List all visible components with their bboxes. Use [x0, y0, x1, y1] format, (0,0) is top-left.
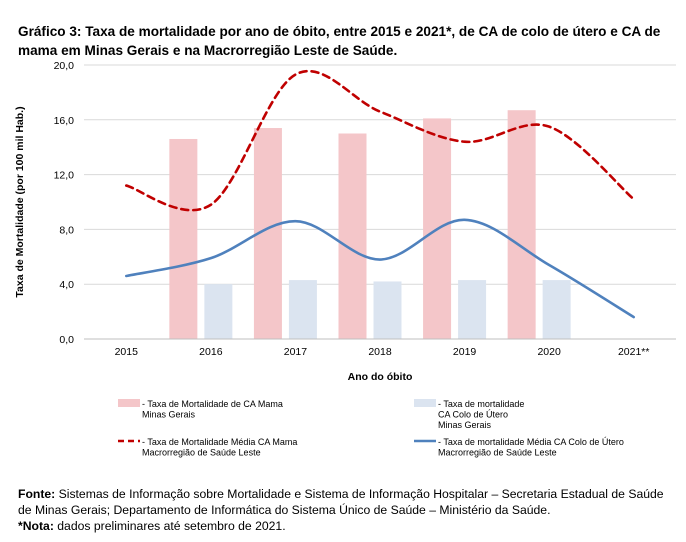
legend-label: Minas Gerais: [438, 420, 492, 430]
x-axis-title: Ano do óbito: [348, 371, 413, 383]
x-tick-label: 2015: [115, 346, 139, 358]
x-tick-label: 2017: [284, 346, 308, 358]
x-tick-label: 2020: [537, 346, 561, 358]
source-text: Sistemas de Informação sobre Mortalidade…: [18, 487, 664, 517]
axes: 0,0 4,0 8,0 12,0 16,0 20,0 2015 2016 2017 2018 201…: [14, 60, 676, 383]
legend-label: - Taxa de Mortalidade de CA Mama: [142, 399, 283, 409]
legend-swatch: [118, 399, 140, 407]
bars: [169, 110, 571, 340]
lines: [124, 69, 636, 319]
y-tick-label: 8,0: [59, 224, 74, 236]
bar: [288, 280, 317, 339]
note-text: dados preliminares até setembro de 2021.: [53, 519, 286, 533]
chart: 0,0 4,0 8,0 12,0 16,0 20,0 2015 2016 2017 2018 201…: [14, 60, 676, 458]
y-tick-label: 16,0: [54, 115, 75, 127]
note-line: *Nota: dados preliminares até setembro d…: [18, 518, 678, 534]
y-tick-label: 4,0: [59, 279, 74, 291]
bar: [204, 284, 233, 339]
y-tick-label: 20,0: [54, 60, 75, 72]
y-tick-label: 0,0: [59, 334, 74, 346]
x-tick-label: 2016: [199, 346, 223, 358]
series-line: [124, 69, 636, 212]
x-tick-label: 2021**: [618, 346, 650, 358]
legend-swatch: [414, 399, 436, 407]
chart-title: Gráfico 3: Taxa de mortalidade por ano d…: [18, 24, 661, 58]
legend-label: - Taxa de Mortalidade Média CA Mama: [142, 437, 297, 447]
legend-label: Macrorregião de Saúde Leste: [438, 448, 557, 458]
legend-label: Minas Gerais: [142, 410, 196, 420]
legend-label: - Taxa de mortalidade Média CA Colo de Ú…: [438, 437, 624, 447]
bar: [458, 280, 487, 339]
x-tick-label: 2018: [368, 346, 392, 358]
x-tick-label: 2019: [453, 346, 477, 358]
bar: [338, 133, 367, 339]
note-label: *Nota:: [18, 519, 54, 533]
legend-label: Macrorregião de Saúde Leste: [142, 448, 261, 458]
bar: [373, 281, 402, 339]
bar: [169, 138, 198, 339]
source-note: Fonte: Sistemas de Informação sobre Mort…: [18, 486, 678, 534]
legend-label: CA Colo de Útero: [438, 410, 508, 420]
legend-label: - Taxa de mortalidade: [438, 399, 524, 409]
bar: [542, 280, 571, 339]
bar: [507, 110, 536, 340]
source-line: Fonte: Sistemas de Informação sobre Mort…: [18, 486, 678, 518]
series-line: [124, 218, 636, 319]
source-label: Fonte:: [18, 487, 56, 501]
y-axis-title: Taxa de Mortalidade (por 100 mil Hab.): [14, 106, 26, 297]
y-tick-label: 12,0: [54, 170, 75, 182]
